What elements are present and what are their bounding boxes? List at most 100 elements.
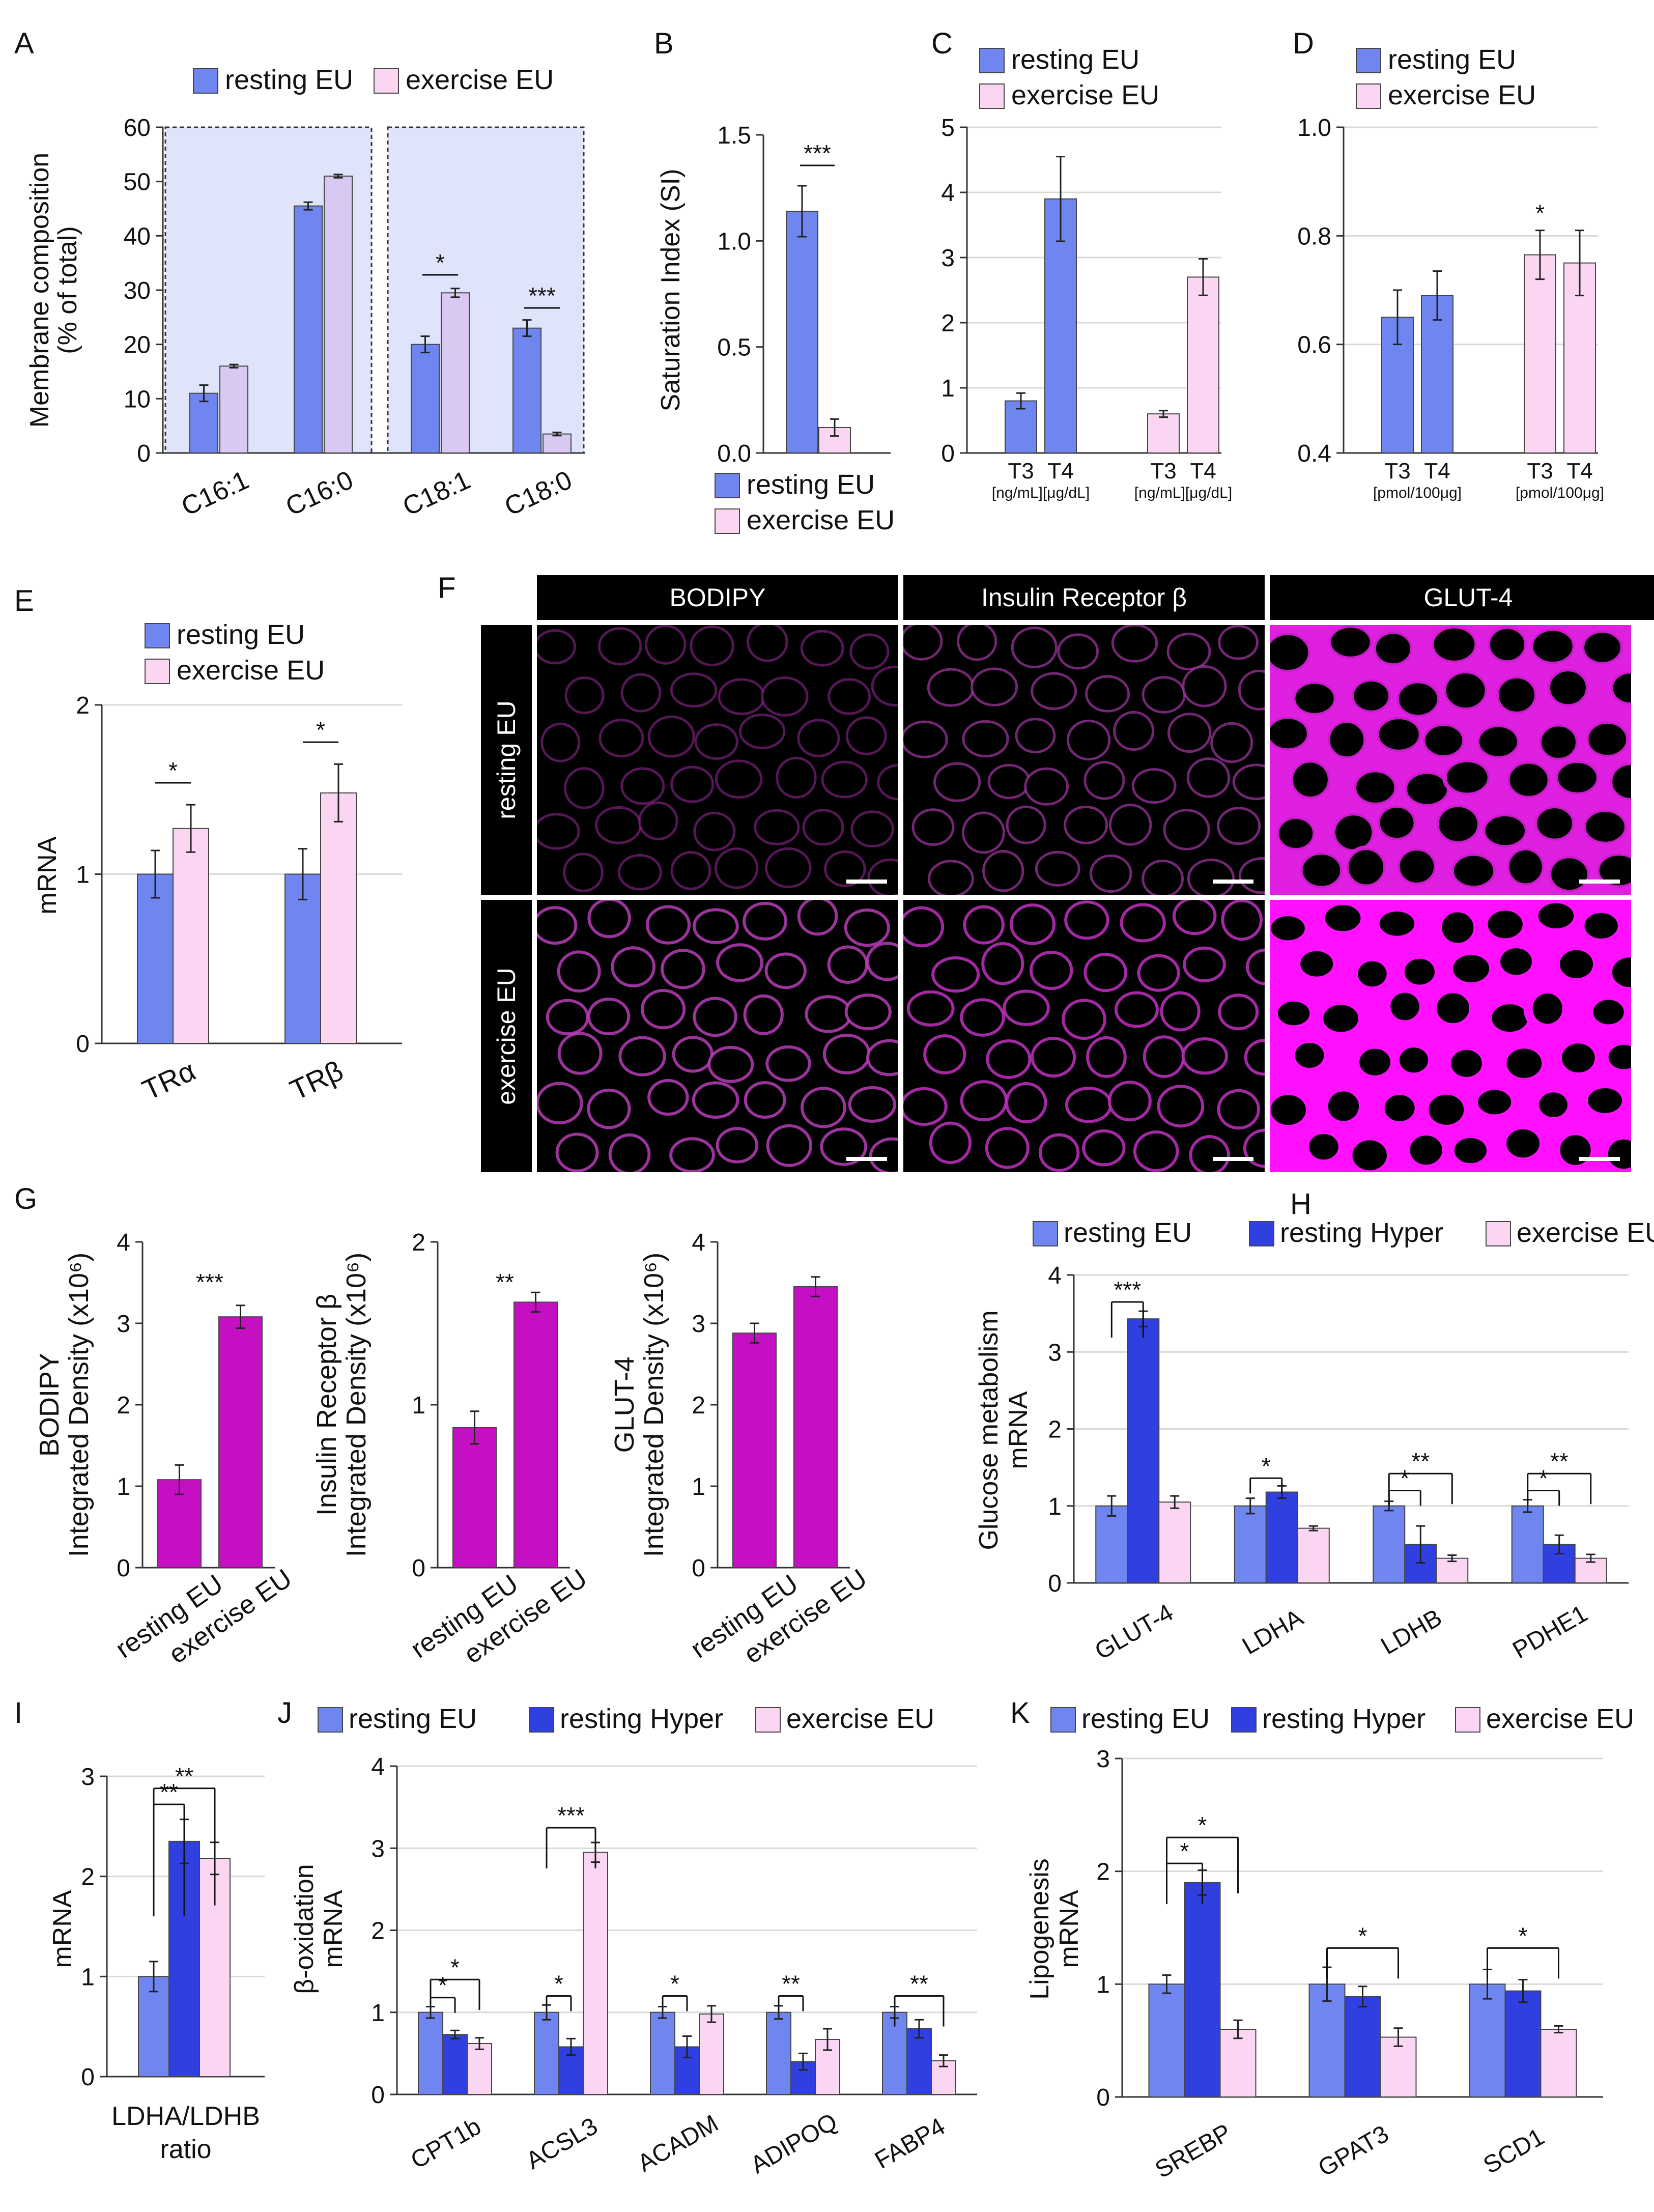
bar (793, 1286, 838, 1568)
y-tick-label: 1 (76, 862, 90, 889)
y-axis-title: Saturation Index (SI) (656, 169, 686, 412)
muscle-fiber (743, 901, 788, 941)
muscle-fiber (1270, 714, 1311, 753)
muscle-fiber (971, 667, 1018, 706)
muscle-fiber (1218, 994, 1259, 1031)
muscle-fiber (1349, 952, 1396, 996)
muscle-fiber (766, 1124, 813, 1167)
x-tick-label: SREBP (1151, 2119, 1236, 2183)
muscle-fiber (844, 908, 890, 947)
x-tick-units: [ng/mL][μg/dL] (992, 485, 1090, 501)
y-axis-title: Glucose metabolism (974, 1310, 1004, 1550)
col-header-glut4: GLUT-4 (1270, 575, 1654, 620)
muscle-fiber (761, 676, 809, 717)
muscle-fiber (1108, 803, 1152, 846)
muscle-fiber (1580, 628, 1625, 667)
cell-texture (537, 900, 898, 1172)
x-tick-label: T4 (1047, 459, 1073, 484)
muscle-fiber (1089, 854, 1132, 893)
y-tick-label: 2 (692, 1392, 705, 1419)
micrograph-insulin-resting (903, 625, 1265, 895)
muscle-fiber (1183, 946, 1226, 982)
muscle-fiber (1449, 851, 1498, 891)
legend-label: exercise EU (177, 655, 325, 686)
muscle-fiber (1497, 1039, 1551, 1087)
bar (699, 2013, 724, 2095)
y-tick-label: 0 (1048, 1570, 1062, 1597)
sig-label: ** (160, 1779, 178, 1805)
y-tick-label: 3 (1096, 1746, 1110, 1773)
muscle-fiber (1182, 665, 1227, 707)
sig-label: * (670, 1971, 679, 1997)
muscle-fiber (962, 720, 1009, 758)
muscle-fiber (800, 1087, 846, 1128)
muscle-fiber (1371, 629, 1415, 668)
muscle-fiber (669, 1137, 715, 1172)
sig-label: *** (557, 1802, 585, 1829)
muscle-fiber (1429, 625, 1479, 665)
cell-texture (537, 625, 898, 895)
y-axis-title: Insulin Receptor β (311, 1294, 342, 1516)
muscle-fiber (1006, 805, 1046, 844)
bar (324, 176, 353, 453)
y-tick-label: 2 (1096, 1859, 1110, 1886)
x-tick-label: T3 (1008, 459, 1034, 484)
muscle-fiber (707, 1045, 754, 1083)
y-axis-title: mRNA (1004, 1391, 1033, 1469)
muscle-fiber (716, 943, 764, 982)
x-tick-label: PDHE1 (1508, 1600, 1592, 1664)
muscle-fiber (1082, 1129, 1126, 1167)
bar (543, 433, 572, 454)
muscle-fiber (1505, 759, 1552, 801)
bar (1095, 1505, 1128, 1583)
legend-swatch (715, 473, 740, 498)
y-tick-label: 1.0 (717, 228, 751, 255)
x-tick-label: TRα (137, 1054, 201, 1106)
muscle-fiber (640, 989, 686, 1030)
muscle-fiber (764, 847, 812, 889)
muscle-fiber (1166, 632, 1211, 671)
x-tick-label: T3 (1527, 459, 1553, 484)
muscle-fiber (1107, 1081, 1152, 1122)
x-tick-label: T4 (1566, 459, 1592, 484)
muscle-fiber (1218, 625, 1259, 660)
x-tick-units: [pmol/100μg] (1373, 485, 1462, 501)
bar (137, 873, 174, 1044)
y-tick-label: 3 (81, 1764, 95, 1791)
muscle-fiber (587, 1088, 631, 1129)
muscle-fiber (1181, 1037, 1229, 1075)
bar (467, 2043, 492, 2095)
muscle-fiber (1270, 630, 1313, 675)
bar (441, 292, 470, 453)
muscle-fiber (597, 627, 642, 666)
muscle-fiber (1486, 625, 1529, 665)
muscle-fiber (903, 720, 948, 758)
bar (583, 1852, 608, 2095)
legend-label: exercise EU (1011, 80, 1159, 110)
legend-swatch (1249, 1221, 1274, 1246)
muscle-fiber (824, 850, 866, 887)
y-axis-title: Membrane composition (25, 153, 54, 428)
micrograph-bodipy-resting (537, 625, 898, 895)
x-tick-label: C16:1 (177, 465, 253, 522)
muscle-fiber (1031, 1037, 1076, 1078)
muscle-fiber (1038, 1133, 1080, 1172)
muscle-fiber (1189, 1135, 1230, 1172)
y-tick-label: 1 (1048, 1493, 1062, 1520)
muscle-fiber (822, 1033, 871, 1074)
muscle-fiber (1427, 984, 1479, 1033)
muscle-fiber (693, 811, 736, 852)
legend-label: resting EU (177, 619, 305, 650)
y-tick-label: 0 (371, 2082, 385, 2109)
muscle-fiber (672, 1036, 714, 1073)
micrograph-glut4-resting (1270, 625, 1631, 895)
muscle-fiber (1157, 1085, 1205, 1128)
muscle-fiber (845, 716, 887, 755)
muscle-fiber (694, 723, 738, 760)
y-tick-label: 0.8 (1297, 223, 1331, 250)
y-tick-label: 1.0 (1297, 115, 1331, 141)
muscle-fiber (923, 1034, 966, 1074)
muscle-fiber (1133, 1130, 1179, 1172)
muscle-fiber (1584, 719, 1631, 760)
x-tick-label: SCD1 (1479, 2123, 1549, 2179)
